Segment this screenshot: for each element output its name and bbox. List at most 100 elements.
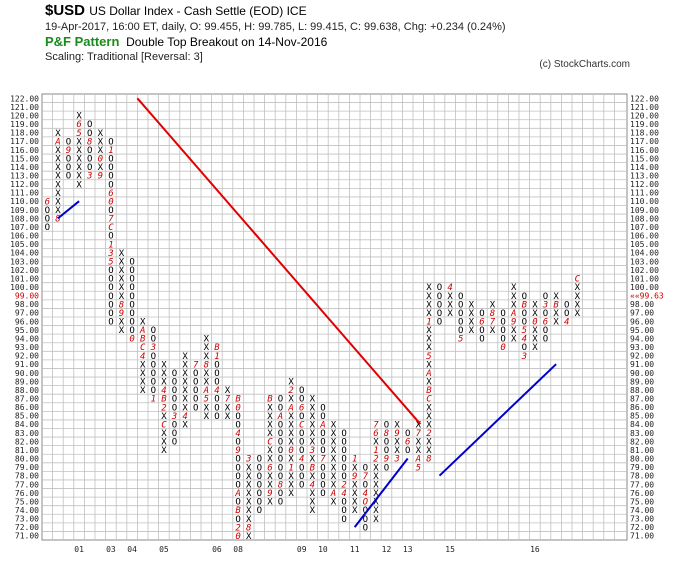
last-price-right: ««99.63 — [630, 292, 664, 301]
x-tick-label: 05 — [159, 545, 169, 554]
y-tick-label-right: 103.00 — [630, 257, 659, 266]
o-box: O — [108, 232, 113, 242]
month-marker: A — [277, 412, 283, 422]
x-box: X — [161, 360, 167, 370]
x-box: X — [331, 446, 337, 456]
y-tick-label-left: 83.00 — [15, 429, 39, 438]
x-box: X — [394, 420, 400, 430]
x-box: X — [204, 412, 210, 422]
o-box: O — [299, 429, 304, 439]
x-box: X — [426, 403, 432, 413]
x-box: X — [394, 446, 400, 456]
o-box: O — [129, 266, 134, 276]
o-box: O — [458, 300, 463, 310]
x-box: X — [182, 369, 188, 379]
x-box: X — [267, 498, 273, 508]
o-box: O — [278, 395, 283, 405]
month-marker: 0 — [500, 343, 505, 353]
month-marker: 5 — [108, 257, 113, 267]
x-box: X — [288, 472, 294, 482]
y-tick-label-left: 85.00 — [15, 412, 39, 421]
y-tick-label-left: 73.00 — [15, 515, 39, 524]
x-tick-label: 16 — [530, 545, 540, 554]
x-box: X — [511, 335, 517, 345]
y-tick-label-right: 104.00 — [630, 249, 659, 258]
o-box: O — [108, 317, 113, 327]
month-marker: A — [415, 455, 421, 465]
month-marker: 3 — [393, 455, 399, 465]
o-box: O — [320, 403, 325, 413]
x-box: X — [267, 472, 273, 482]
o-box: O — [437, 300, 442, 310]
month-marker: 6 — [479, 317, 484, 327]
o-box: O — [458, 292, 463, 302]
o-box: O — [363, 506, 368, 516]
month-marker: C — [575, 275, 581, 285]
o-box: O — [66, 172, 71, 182]
x-box: X — [511, 283, 517, 293]
x-box: X — [246, 480, 252, 490]
month-marker: 3 — [107, 249, 113, 259]
x-box: X — [310, 420, 316, 430]
x-box: X — [310, 438, 316, 448]
x-box: X — [331, 455, 337, 465]
o-box: O — [500, 326, 505, 336]
x-box: X — [310, 429, 316, 439]
x-box: X — [373, 438, 379, 448]
y-tick-label-right: 87.00 — [630, 394, 654, 403]
y-tick-label-right: 114.00 — [630, 163, 659, 172]
x-box: X — [267, 429, 273, 439]
o-box: O — [543, 292, 548, 302]
x-box: X — [426, 309, 432, 319]
y-tick-label-left: 100.00 — [10, 283, 39, 292]
x-box: X — [140, 386, 146, 396]
o-box: O — [129, 257, 134, 267]
y-tick-label-left: 91.00 — [15, 360, 39, 369]
month-marker: 4 — [447, 283, 452, 293]
x-tick-label: 08 — [233, 545, 243, 554]
month-marker: 7 — [225, 395, 231, 405]
o-box: O — [320, 480, 325, 490]
o-box: O — [341, 438, 346, 448]
o-box: O — [278, 498, 283, 508]
o-box: O — [479, 326, 484, 336]
x-box: X — [161, 378, 167, 388]
x-box: X — [55, 197, 61, 207]
y-tick-label-right: 112.00 — [630, 180, 659, 189]
o-box: O — [235, 463, 240, 473]
x-box: X — [426, 343, 432, 353]
x-box: X — [532, 335, 538, 345]
month-marker: A — [139, 326, 145, 336]
y-tick-label-right: 98.00 — [630, 300, 654, 309]
o-box: O — [257, 480, 262, 490]
x-box: X — [426, 300, 432, 310]
month-marker: 6 — [267, 463, 272, 473]
y-tick-label-left: 115.00 — [10, 154, 39, 163]
x-box: X — [119, 266, 125, 276]
o-box: O — [108, 163, 113, 173]
month-marker: 9 — [511, 317, 516, 327]
month-marker: 1 — [151, 395, 156, 405]
month-marker: 2 — [161, 403, 166, 413]
o-box: O — [235, 480, 240, 490]
month-marker: 1 — [352, 455, 357, 465]
month-marker: 4 — [363, 489, 368, 499]
o-box: O — [108, 266, 113, 276]
y-tick-label-right: 95.00 — [630, 326, 654, 335]
last-price-left: 99.00 — [15, 292, 39, 301]
month-marker: 0 — [288, 446, 293, 456]
o-box: O — [522, 292, 527, 302]
x-box: X — [288, 395, 294, 405]
x-box: X — [204, 343, 210, 353]
month-marker: A — [425, 369, 431, 379]
x-box: X — [511, 292, 517, 302]
copyright-notice: (c) StockCharts.com — [539, 59, 630, 70]
x-box: X — [352, 498, 358, 508]
month-marker: 9 — [384, 455, 389, 465]
o-box: O — [87, 146, 92, 156]
x-tick-label: 15 — [445, 545, 455, 554]
month-marker: 1 — [214, 352, 219, 362]
o-box: O — [479, 309, 484, 319]
x-box: X — [204, 403, 210, 413]
x-box: X — [331, 429, 337, 439]
